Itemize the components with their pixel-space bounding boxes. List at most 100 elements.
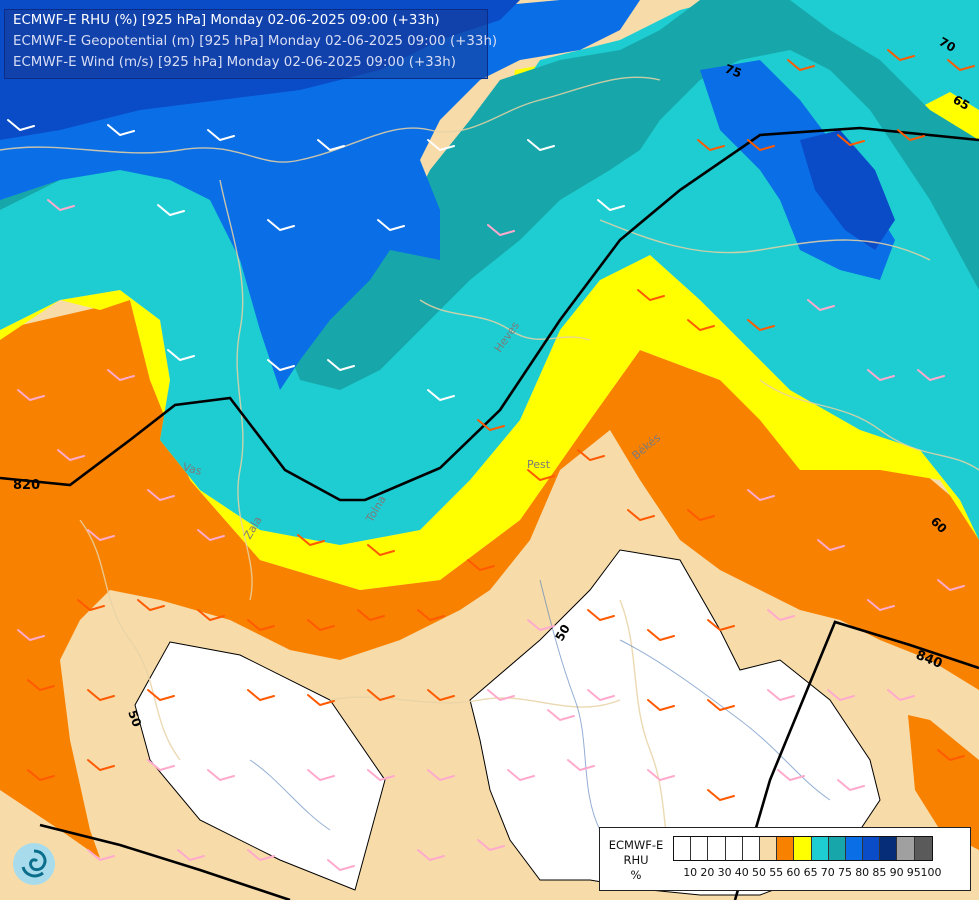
wind-barb — [937, 749, 965, 761]
legend-tick: 10 — [683, 866, 698, 879]
wind-barb — [707, 619, 735, 631]
legend-swatch — [897, 837, 915, 860]
wind-barb — [307, 619, 335, 631]
wind-barb — [477, 839, 505, 851]
legend-swatches — [673, 836, 933, 861]
legend-swatch — [845, 837, 864, 860]
wind-barb — [577, 449, 605, 461]
rhu-60-region — [908, 715, 979, 850]
wind-barb — [587, 689, 615, 701]
geopotential-840-line — [733, 620, 979, 900]
wind-barb — [207, 129, 235, 141]
wind-barb — [357, 609, 385, 621]
legend-tick: 100 — [920, 866, 942, 879]
geopotential-contours — [0, 126, 979, 900]
legend-swatch — [742, 837, 760, 860]
wind-barb — [787, 59, 815, 71]
legend-tick: 90 — [889, 866, 904, 879]
legend-tick: 65 — [803, 866, 818, 879]
wind-barb — [267, 359, 295, 371]
legend-swatch — [914, 837, 932, 860]
wind-barb — [247, 689, 275, 701]
wind-barb — [767, 689, 795, 701]
wind-barb — [147, 489, 175, 501]
wind-barb — [837, 134, 865, 146]
wind-barb — [207, 769, 235, 781]
legend-label-variable: RHU — [623, 853, 649, 867]
rhu-60-region — [0, 300, 979, 858]
wind-barb — [697, 139, 725, 151]
legend-label: ECMWF-E RHU % — [604, 838, 668, 883]
wind-barb — [867, 369, 895, 381]
wind-barb — [367, 689, 395, 701]
wind-barb — [547, 709, 575, 721]
legend-swatch — [691, 837, 709, 860]
wind-barb — [107, 369, 135, 381]
wind-barb — [687, 319, 715, 331]
geopotential-820-line — [0, 126, 979, 502]
wind-barb — [487, 224, 515, 236]
wind-barb — [487, 689, 515, 701]
wind-barb — [647, 699, 675, 711]
wind-barb — [747, 319, 775, 331]
wind-barb — [947, 59, 975, 71]
wind-barb — [597, 199, 625, 211]
wind-barb — [417, 609, 445, 621]
wind-barb — [157, 204, 185, 216]
wind-barb — [307, 694, 335, 706]
wind-barb — [427, 689, 455, 701]
wind-barb — [887, 49, 915, 61]
wind-barb — [897, 129, 925, 141]
rhu-65-region — [0, 255, 979, 590]
wind-barb — [197, 529, 225, 541]
wind-barb — [627, 509, 655, 521]
wind-barb — [87, 849, 115, 861]
wind-barb — [567, 759, 595, 771]
wind-barb — [427, 389, 455, 401]
wind-barb — [317, 139, 345, 151]
wind-barb — [937, 579, 965, 591]
wind-barb — [477, 419, 505, 431]
wind-barb — [57, 449, 85, 461]
legend-tick: 95 — [906, 866, 921, 879]
wind-barb — [7, 119, 35, 131]
wind-barb — [747, 139, 775, 151]
legend-tick: 30 — [717, 866, 732, 879]
wind-barb — [197, 609, 225, 621]
wind-barb — [87, 689, 115, 701]
legend-swatch — [863, 837, 881, 860]
wind-barb — [527, 139, 555, 151]
place-label-pest: Pest — [527, 458, 551, 471]
wind-barb — [467, 559, 495, 571]
rhu-85-region — [800, 130, 895, 250]
title-wind: ECMWF-E Wind (m/s) [925 hPa] Monday 02-0… — [13, 55, 456, 70]
contour-label-75: 75 — [723, 62, 743, 81]
wind-barb — [147, 689, 175, 701]
legend-swatch — [777, 837, 795, 860]
wind-barb — [707, 789, 735, 801]
wind-barb — [107, 124, 135, 136]
wind-barb — [27, 679, 55, 691]
legend-ticks: 10 20 30 40 50 55 60 65 70 75 80 85 90 95 100 — [673, 866, 969, 880]
wind-barb — [27, 769, 55, 781]
wind-barb — [647, 769, 675, 781]
wind-barb — [147, 759, 175, 771]
legend-tick: 40 — [734, 866, 749, 879]
wind-barb — [527, 469, 555, 481]
wind-barb — [777, 769, 805, 781]
title-geopotential: ECMWF-E Geopotential (m) [925 hPa] Monda… — [13, 34, 498, 49]
wind-barb — [367, 544, 395, 556]
wind-barbs — [7, 49, 975, 881]
wind-barb — [707, 699, 735, 711]
legend-tick: 50 — [752, 866, 766, 879]
wind-barb — [87, 759, 115, 771]
rhu-legend: ECMWF-E RHU % 10 20 30 40 50 55 60 65 70 75 80 85 90… — [599, 827, 971, 891]
wind-barb — [367, 769, 395, 781]
wind-barb — [137, 599, 165, 611]
wind-barb — [637, 289, 665, 301]
swirl-logo-icon — [13, 843, 55, 885]
legend-tick: 75 — [838, 866, 852, 879]
legend-swatch — [880, 837, 898, 860]
place-label-vas: Vas — [181, 460, 203, 478]
